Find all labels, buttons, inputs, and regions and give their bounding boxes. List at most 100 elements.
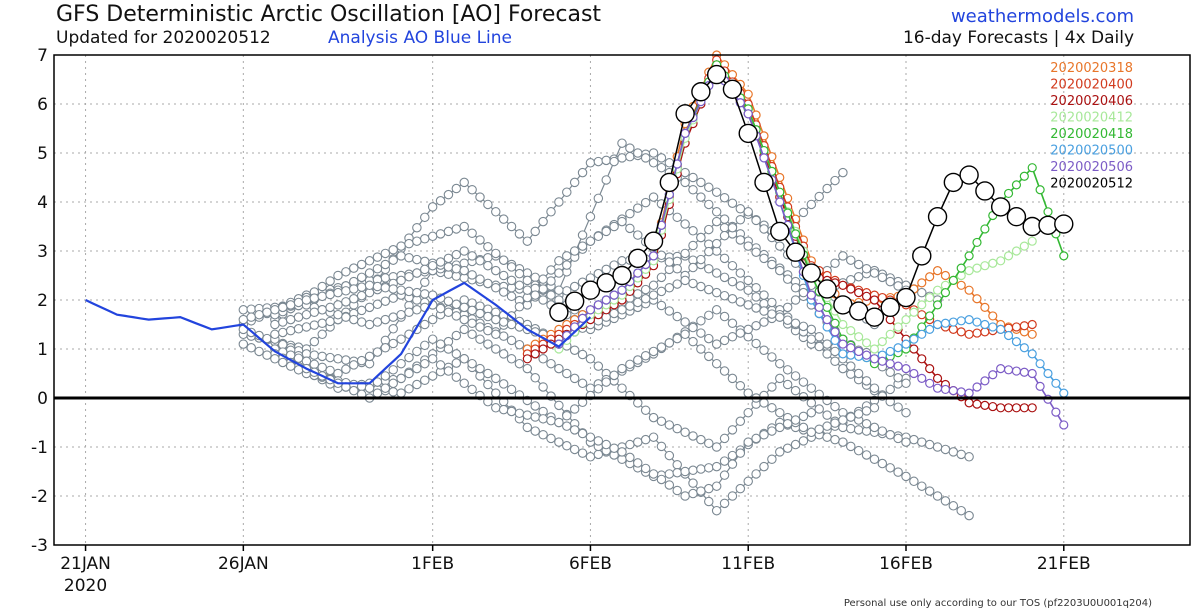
ensemble-point bbox=[538, 414, 548, 424]
ensemble-point bbox=[869, 422, 880, 433]
ensemble-point bbox=[380, 259, 391, 270]
ensemble-point bbox=[893, 373, 903, 383]
ensemble-point bbox=[491, 329, 501, 340]
ensemble-point bbox=[585, 432, 596, 442]
ensemble-point bbox=[364, 383, 375, 393]
ensemble-point bbox=[830, 401, 840, 412]
series-point bbox=[925, 292, 935, 303]
series-point bbox=[680, 128, 690, 138]
ensemble-point bbox=[798, 411, 809, 422]
ensemble-point bbox=[696, 344, 706, 354]
ensemble-point bbox=[759, 317, 769, 327]
ensemble-point bbox=[680, 275, 690, 286]
ensemble-point bbox=[254, 346, 264, 357]
ensemble-point bbox=[790, 318, 801, 329]
series-point bbox=[996, 324, 1006, 334]
ensemble-point bbox=[585, 236, 596, 246]
ensemble-point bbox=[664, 420, 675, 430]
ensemble-point bbox=[427, 354, 438, 364]
series-point bbox=[893, 343, 903, 353]
ensemble-point bbox=[775, 358, 785, 369]
ensemble-point bbox=[562, 187, 572, 197]
ensemble-point bbox=[451, 183, 462, 194]
series-point bbox=[956, 280, 966, 290]
series-point bbox=[988, 258, 998, 268]
ensemble-point bbox=[767, 352, 777, 362]
ensemble-point bbox=[491, 207, 501, 217]
ensemble-point bbox=[459, 221, 469, 232]
series-point bbox=[593, 300, 603, 310]
ensemble-point bbox=[790, 439, 801, 450]
ensemble-point bbox=[688, 465, 698, 476]
ensemble-point bbox=[475, 363, 485, 374]
ensemble-point bbox=[538, 284, 548, 294]
ensemble-point bbox=[688, 262, 698, 273]
ensemble-point bbox=[562, 411, 572, 421]
series-point bbox=[1019, 343, 1029, 353]
ensemble-point bbox=[609, 260, 619, 270]
series-point bbox=[901, 315, 911, 325]
ensemble-point bbox=[388, 338, 398, 349]
ensemble-point bbox=[648, 280, 659, 291]
ensemble-point bbox=[656, 286, 667, 297]
series-point bbox=[1003, 188, 1014, 199]
series-point bbox=[549, 302, 569, 322]
ensemble-point bbox=[704, 310, 714, 321]
ensemble-point bbox=[759, 429, 769, 440]
ensemble-point bbox=[317, 291, 327, 302]
ensemble-point bbox=[278, 302, 288, 313]
ensemble-point bbox=[459, 246, 469, 256]
y-tick-label: 4 bbox=[37, 193, 48, 213]
ensemble-point bbox=[404, 238, 414, 249]
ensemble-point bbox=[672, 460, 682, 470]
series-point bbox=[1027, 368, 1037, 379]
series-point bbox=[940, 270, 951, 281]
ensemble-point bbox=[593, 449, 604, 460]
ensemble-point bbox=[530, 272, 540, 283]
series-point bbox=[964, 315, 974, 325]
ensemble-point bbox=[427, 231, 438, 242]
ensemble-point bbox=[341, 312, 351, 322]
ensemble-point bbox=[688, 226, 698, 236]
ensemble-point bbox=[506, 354, 517, 364]
series-point bbox=[790, 229, 801, 239]
ensemble-point bbox=[633, 297, 643, 308]
series-point bbox=[861, 291, 872, 301]
ensemble-point bbox=[743, 207, 753, 217]
ensemble-point bbox=[522, 275, 533, 286]
ensemble-point bbox=[514, 339, 525, 350]
ensemble-point bbox=[301, 309, 312, 320]
ensemble-point bbox=[451, 358, 462, 368]
ensemble-point bbox=[278, 327, 288, 338]
x-tick-label: 1FEB bbox=[411, 554, 454, 574]
ensemble-point bbox=[577, 448, 588, 458]
ensemble-point bbox=[696, 486, 706, 496]
series-point bbox=[754, 172, 774, 193]
series-point bbox=[1035, 359, 1045, 369]
series-point bbox=[838, 339, 848, 349]
series-point bbox=[932, 383, 943, 393]
series-point bbox=[1011, 403, 1022, 413]
ensemble-point bbox=[443, 226, 454, 237]
ensemble-point bbox=[696, 328, 706, 338]
site-link[interactable]: weathermodels.com bbox=[950, 6, 1134, 27]
ensemble-point bbox=[719, 214, 730, 224]
ensemble-point bbox=[443, 344, 454, 354]
ensemble-point bbox=[688, 322, 698, 333]
ensemble-point bbox=[719, 192, 730, 203]
ensemble-point bbox=[806, 199, 817, 210]
series-point bbox=[972, 382, 982, 392]
ensemble-point bbox=[349, 360, 359, 370]
ensemble-point bbox=[506, 406, 517, 417]
series-point bbox=[885, 346, 895, 357]
ensemble-point bbox=[727, 425, 738, 435]
ensemble-point bbox=[838, 167, 848, 178]
legend-entry: 2020020406 bbox=[1050, 94, 1133, 109]
series-point bbox=[1027, 319, 1037, 330]
series-point bbox=[538, 344, 548, 354]
ensemble-point bbox=[246, 312, 256, 322]
series-point bbox=[770, 221, 790, 242]
series-point bbox=[854, 332, 864, 342]
ensemble-point bbox=[656, 474, 667, 485]
ensemble-point bbox=[396, 285, 406, 295]
